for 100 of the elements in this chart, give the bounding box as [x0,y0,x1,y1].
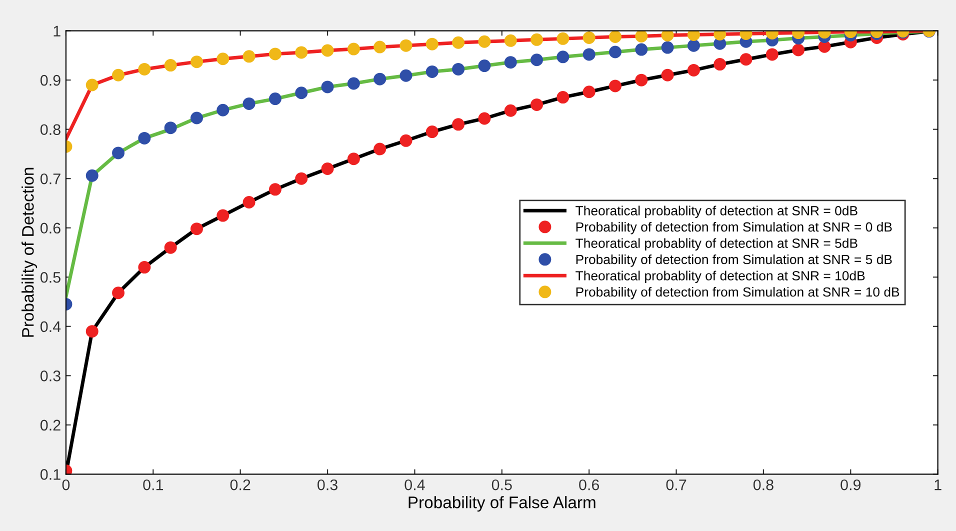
point [608,80,622,92]
x-tick-label: 0.6 [579,479,600,490]
y-tick-label: 0.2 [40,420,60,431]
x-tick-label: 0 [62,479,70,490]
point [766,48,778,61]
y-axis-title: Probability of Detection [22,168,38,337]
x-tick-label: 1 [934,480,942,490]
y-tick-label: 0.8 [40,124,60,136]
point [321,162,334,175]
point [138,62,151,76]
x-axis-title: Probability of False Alarm [408,496,596,512]
point [112,146,125,160]
point [242,97,256,110]
point [530,54,544,66]
point [687,39,700,52]
point [426,65,438,78]
point [295,86,308,100]
y-tick-label: 1 [54,26,60,36]
point [556,91,570,104]
point [687,64,700,76]
point [164,122,177,134]
point [374,72,386,86]
point [216,104,230,116]
x-tick-label: 0.3 [318,479,338,490]
point [295,46,308,59]
point [268,183,282,196]
x-tick-label: 0.9 [840,479,861,490]
x-tick-label: 0.1 [143,479,164,490]
legend-label: Theoratical probablity of detection at SNR = 0dB [576,206,858,218]
point [86,78,98,92]
y-tick-label: 0.9 [40,74,60,86]
x-tick-label: 0.8 [753,479,774,490]
y-tick-label: 0.4 [40,321,61,332]
point [190,56,203,68]
point [138,132,151,144]
point [190,222,203,236]
y-tick-label: 0.5 [40,272,60,283]
legend-label: Probability of detection from Simulation at SNR = 5 dB [576,254,892,267]
point [478,60,491,72]
y-tick-label: 0.6 [40,222,60,234]
y-tick-label: 0.3 [40,370,60,382]
legend-label: Theoratical probablity of detection at SNR = 5dB [576,238,858,251]
point [635,43,648,56]
point [608,46,622,58]
point [268,92,282,106]
point [661,68,674,82]
y-tick-label: 0.1 [40,469,60,480]
point [478,35,491,48]
point [530,98,544,111]
point [635,30,648,42]
point [374,40,386,54]
point [86,325,98,338]
y-tick-label: 0.7 [40,173,60,184]
point [504,104,517,117]
point [582,86,596,98]
point [792,44,805,56]
point [242,196,256,208]
point [452,36,465,49]
point [242,50,256,63]
point [478,112,491,125]
point [400,39,412,52]
point [740,53,752,66]
point [347,152,360,166]
point [295,172,308,185]
point [347,42,360,56]
point [582,31,596,44]
point [374,142,386,156]
point [582,48,596,61]
point [452,62,465,76]
point [556,32,570,45]
point [426,126,438,138]
point [635,74,648,86]
x-tick-label: 0.4 [404,479,425,490]
point [164,59,177,72]
point [190,112,203,124]
point [556,50,570,64]
point [400,134,412,147]
point [452,118,465,131]
point [504,34,517,47]
point [504,56,517,69]
point [714,30,726,40]
point [426,38,438,50]
point [530,33,544,46]
point [400,69,412,82]
point [714,58,726,71]
x-tick-label: 0.7 [666,479,686,490]
point [608,30,622,43]
legend-label: Probability of detection from Simulation at SNR = 10 dB [576,286,900,300]
point [112,286,125,300]
point [112,68,125,82]
point [138,261,151,274]
point [268,48,282,60]
point [661,41,674,54]
point [687,30,700,41]
point [347,77,360,90]
legend-label: Theoratical probablity of detection at SNR = 10dB [576,270,865,284]
x-tick-label: 0.5 [492,479,512,490]
point [321,44,334,57]
x-tick-label: 0.2 [230,479,250,490]
point [661,30,674,42]
